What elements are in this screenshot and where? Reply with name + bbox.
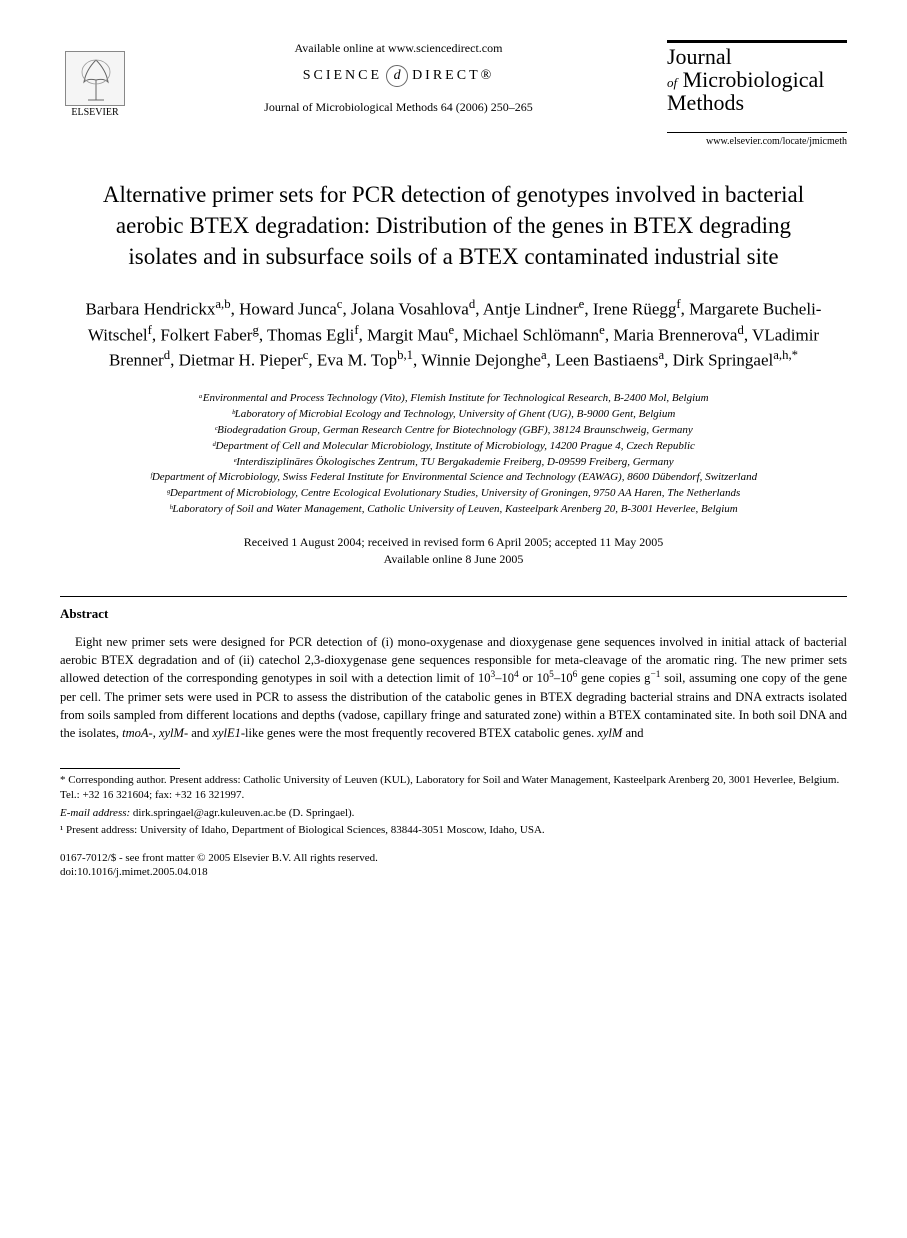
- sciencedirect-logo: SCIENCE d DIRECT®: [303, 65, 495, 87]
- page-header: ELSEVIER Available online at www.science…: [60, 40, 847, 149]
- journal-reference: Journal of Microbiological Methods 64 (2…: [150, 99, 647, 116]
- sd-right: DIRECT®: [412, 66, 494, 86]
- affiliation: ᵍDepartment of Microbiology, Centre Ecol…: [90, 486, 817, 502]
- email-label: E-mail address:: [60, 807, 130, 819]
- affiliation: ᶠDepartment of Microbiology, Swiss Feder…: [90, 470, 817, 486]
- elsevier-logo: ELSEVIER: [60, 40, 130, 120]
- footnotes: * Corresponding author. Present address:…: [60, 768, 847, 839]
- journal-logo: Journal of Microbiological Methods www.e…: [667, 40, 847, 149]
- journal-name-2: Microbiological: [683, 67, 825, 92]
- present-address-note: ¹ Present address: University of Idaho, …: [60, 823, 847, 838]
- journal-url: www.elsevier.com/locate/jmicmeth: [667, 132, 847, 149]
- journal-name-3: Methods: [667, 90, 744, 115]
- corresponding-author-note: * Corresponding author. Present address:…: [60, 773, 847, 804]
- copyright-line: 0167-7012/$ - see front matter © 2005 El…: [60, 851, 847, 866]
- footnote-divider: [60, 768, 180, 769]
- affiliation: ᵇLaboratory of Microbial Ecology and Tec…: [90, 407, 817, 423]
- affiliation: ᶜBiodegradation Group, German Research C…: [90, 423, 817, 439]
- center-header: Available online at www.sciencedirect.co…: [130, 40, 667, 116]
- affiliation: ᵉInterdisziplinäres Ökologisches Zentrum…: [90, 455, 817, 471]
- journal-name-of: of: [667, 75, 677, 90]
- affiliation: ᵈDepartment of Cell and Molecular Microb…: [90, 439, 817, 455]
- online-date: Available online 8 June 2005: [60, 551, 847, 568]
- author-list: Barbara Hendrickxa,b, Howard Juncac, Jol…: [80, 296, 827, 372]
- email-line: E-mail address: dirk.springael@agr.kuleu…: [60, 806, 847, 821]
- affiliation: ʰLaboratory of Soil and Water Management…: [90, 502, 817, 518]
- abstract-heading: Abstract: [60, 605, 847, 623]
- copyright-block: 0167-7012/$ - see front matter © 2005 El…: [60, 851, 847, 881]
- email-value: dirk.springael@agr.kuleuven.ac.be (D. Sp…: [133, 807, 355, 819]
- affiliation: ᵃEnvironmental and Process Technology (V…: [90, 391, 817, 407]
- received-date: Received 1 August 2004; received in revi…: [60, 534, 847, 551]
- sd-glyph-icon: d: [386, 65, 408, 87]
- sd-left: SCIENCE: [303, 66, 382, 86]
- elsevier-label: ELSEVIER: [71, 106, 118, 120]
- journal-name-1: Journal: [667, 44, 732, 69]
- article-title: Alternative primer sets for PCR detectio…: [80, 179, 827, 272]
- abstract-body: Eight new primer sets were designed for …: [60, 633, 847, 742]
- article-dates: Received 1 August 2004; received in revi…: [60, 534, 847, 568]
- section-divider: [60, 596, 847, 597]
- affiliations-block: ᵃEnvironmental and Process Technology (V…: [90, 391, 817, 519]
- doi-line: doi:10.1016/j.mimet.2005.04.018: [60, 865, 847, 880]
- available-online-text: Available online at www.sciencedirect.co…: [150, 40, 647, 57]
- elsevier-tree-icon: [65, 51, 125, 106]
